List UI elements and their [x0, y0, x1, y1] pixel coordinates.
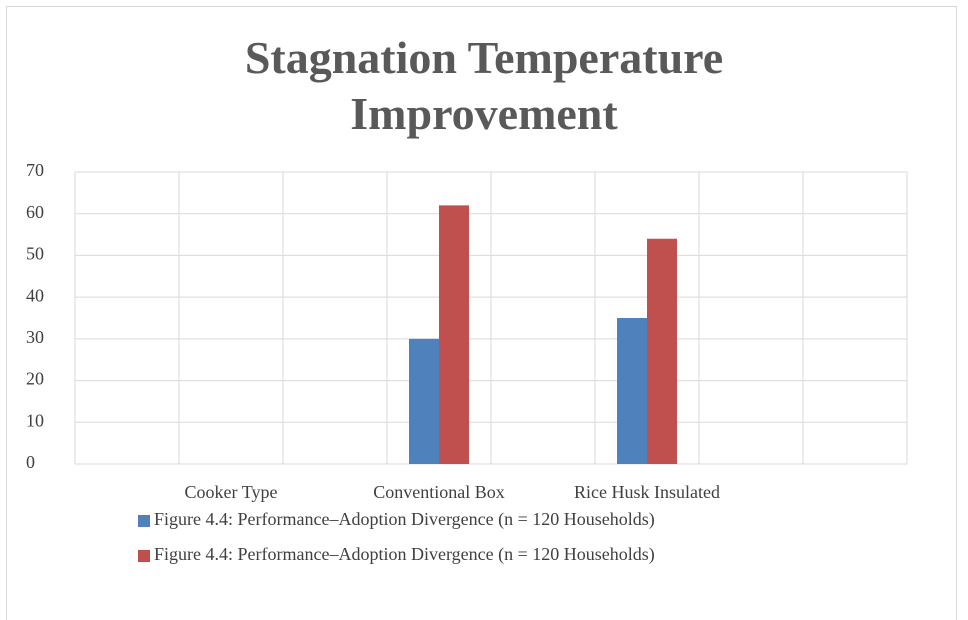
y-tick-label: 10 — [26, 410, 44, 430]
bar — [617, 318, 647, 464]
y-tick-label: 40 — [26, 285, 44, 305]
y-tick-label: 50 — [26, 244, 44, 264]
y-tick-label: 30 — [26, 327, 44, 347]
x-tick-label: Rice Husk Insulated — [574, 482, 720, 502]
legend-swatch — [138, 550, 150, 562]
y-tick-label: 70 — [26, 160, 44, 180]
legend-swatch — [138, 515, 150, 527]
chart-border — [6, 6, 957, 620]
y-tick-label: 20 — [26, 369, 44, 389]
bar — [409, 338, 439, 464]
bar — [439, 205, 469, 464]
x-tick-label: Cooker Type — [185, 482, 278, 502]
y-tick-label: 60 — [26, 202, 44, 222]
chart-title: Stagnation Temperature Improvement — [244, 32, 724, 139]
y-tick-label: 0 — [26, 452, 35, 472]
bar — [647, 238, 677, 464]
x-tick-label: Conventional Box — [373, 482, 505, 502]
legend-label: Figure 4.4: Performance–Adoption Diverge… — [154, 544, 655, 565]
legend-label: Figure 4.4: Performance–Adoption Diverge… — [154, 509, 655, 530]
